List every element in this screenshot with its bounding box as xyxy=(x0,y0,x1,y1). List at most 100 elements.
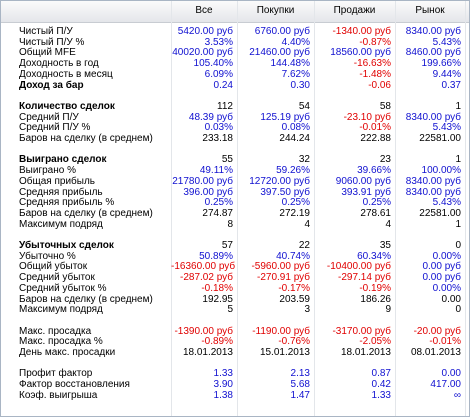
value-cell: 0.00 xyxy=(441,293,461,305)
header-row xyxy=(1,1,469,23)
value-cell: 6.09% xyxy=(204,68,233,80)
value-cell: 18.01.2013 xyxy=(182,347,233,358)
column-header: Продажи xyxy=(333,5,376,16)
value-cell: 32 xyxy=(298,154,310,166)
value-cell: 105.40% xyxy=(193,58,233,70)
row-label: Баров на сделку (в среднем) xyxy=(19,133,153,144)
value-cell: 50.89% xyxy=(199,250,233,262)
value-cell: 0.25% xyxy=(204,197,233,209)
value-cell: 7.62% xyxy=(281,68,310,80)
row-label: Максимум подряд xyxy=(19,304,103,316)
value-cell: 0.24 xyxy=(213,79,233,91)
row-label: Баров на сделку (в среднем) xyxy=(19,207,153,219)
value-cell: 18560.00 руб xyxy=(330,47,391,59)
row-label: Средний П/У % xyxy=(19,122,91,134)
value-cell: -0.17% xyxy=(278,282,310,294)
value-cell: 5.43% xyxy=(432,122,461,134)
value-cell: 0.08% xyxy=(281,122,310,134)
value-cell: -3170.00 руб xyxy=(332,325,391,337)
value-cell: 100.00% xyxy=(421,165,461,177)
value-cell: 1.47 xyxy=(290,389,310,401)
value-cell: 8340.00 руб xyxy=(405,175,461,187)
value-cell: 5.43% xyxy=(432,36,461,48)
value-cell: 8460.00 руб xyxy=(405,47,461,59)
column-divider xyxy=(465,1,466,416)
value-cell: 3.90 xyxy=(213,379,233,391)
value-cell: 21780.00 руб xyxy=(172,175,233,187)
value-cell: 8340.00 руб xyxy=(405,186,461,198)
value-cell: 08.01.2013 xyxy=(410,347,461,358)
value-cell: 274.87 xyxy=(202,207,233,219)
value-cell: -297.14 руб xyxy=(338,272,391,284)
value-cell: 222.88 xyxy=(360,133,391,144)
value-cell: 278.61 xyxy=(360,207,391,219)
value-cell: 15.01.2013 xyxy=(259,347,310,358)
value-cell: 0 xyxy=(455,240,461,251)
value-cell: 192.95 xyxy=(202,293,233,305)
row-label: Доход за бар xyxy=(19,79,84,91)
value-cell: 9 xyxy=(385,304,391,316)
value-cell: -20.00 руб xyxy=(413,325,461,337)
value-cell: -23.10 руб xyxy=(343,111,391,123)
row-label: Общий убыток xyxy=(19,261,88,273)
value-cell: 49.11% xyxy=(199,165,233,177)
value-cell: 199.66% xyxy=(421,58,461,70)
value-cell: -0.76% xyxy=(278,336,310,348)
value-cell: 22581.00 xyxy=(419,133,461,144)
value-cell: 144.48% xyxy=(270,58,310,70)
row-label: Чистый П/У xyxy=(19,26,73,37)
value-cell: 186.26 xyxy=(360,293,391,305)
value-cell: 0 xyxy=(455,304,461,316)
value-cell: -2.05% xyxy=(359,336,391,348)
value-cell: 54 xyxy=(298,100,310,112)
value-cell: 244.24 xyxy=(279,133,310,144)
value-cell: -10400.00 руб xyxy=(326,261,391,273)
row-label: День макс. просадки xyxy=(19,347,116,358)
value-cell: 0.00% xyxy=(432,250,461,262)
value-cell: -287.02 руб xyxy=(180,272,233,284)
value-cell: 4.40% xyxy=(281,36,310,48)
value-cell: -1190.00 руб xyxy=(252,325,310,337)
column-divider xyxy=(171,1,172,416)
value-cell: 0.37 xyxy=(441,79,461,91)
value-cell: 3.53% xyxy=(204,36,233,48)
value-cell: ∞ xyxy=(453,389,461,401)
value-cell: 5.68 xyxy=(290,379,310,391)
row-label: Общая прибыль xyxy=(19,175,96,187)
column-header: Покупки xyxy=(256,5,295,16)
row-label: Выиграно % xyxy=(19,165,76,177)
row-label: Чистый П/У % xyxy=(19,36,85,48)
row-label: Выиграно сделок xyxy=(19,154,107,166)
value-cell: 4 xyxy=(304,218,310,230)
value-cell: 9060.00 руб xyxy=(335,175,391,187)
value-cell: 18.01.2013 xyxy=(340,347,391,358)
value-cell: 22581.00 xyxy=(419,207,461,219)
row-label: Средний убыток % xyxy=(19,282,107,294)
value-cell: 125.19 руб xyxy=(260,111,310,123)
value-cell: 58 xyxy=(379,100,391,112)
value-cell: 397.50 руб xyxy=(260,186,310,198)
value-cell: 0.30 xyxy=(290,79,310,91)
value-cell: 1.38 xyxy=(213,389,233,401)
value-cell: 272.19 xyxy=(279,207,310,219)
value-cell: 22 xyxy=(298,240,310,251)
value-cell: 5420.00 руб xyxy=(177,26,233,37)
value-cell: 6760.00 руб xyxy=(254,26,310,37)
value-cell: 393.91 руб xyxy=(341,186,391,198)
value-cell: 3 xyxy=(304,304,310,316)
value-cell: -1340.00 руб xyxy=(332,26,391,37)
row-label: Коэф. выигрыша xyxy=(19,389,98,401)
value-cell: 2.13 xyxy=(290,368,310,380)
value-cell: -1390.00 руб xyxy=(174,325,233,337)
value-cell: 0.00 руб xyxy=(422,272,461,284)
row-label: Фактор восстановления xyxy=(19,379,130,391)
value-cell: 0.00 руб xyxy=(422,261,461,273)
value-cell: -0.01% xyxy=(429,336,461,348)
value-cell: -0.87% xyxy=(359,36,391,48)
value-cell: -16.63% xyxy=(353,58,391,70)
value-cell: 57 xyxy=(221,240,233,251)
value-cell: 1 xyxy=(455,100,461,112)
row-label: Убыточно % xyxy=(19,250,76,262)
value-cell: 112 xyxy=(217,100,233,112)
value-cell: 21460.00 руб xyxy=(249,47,310,59)
